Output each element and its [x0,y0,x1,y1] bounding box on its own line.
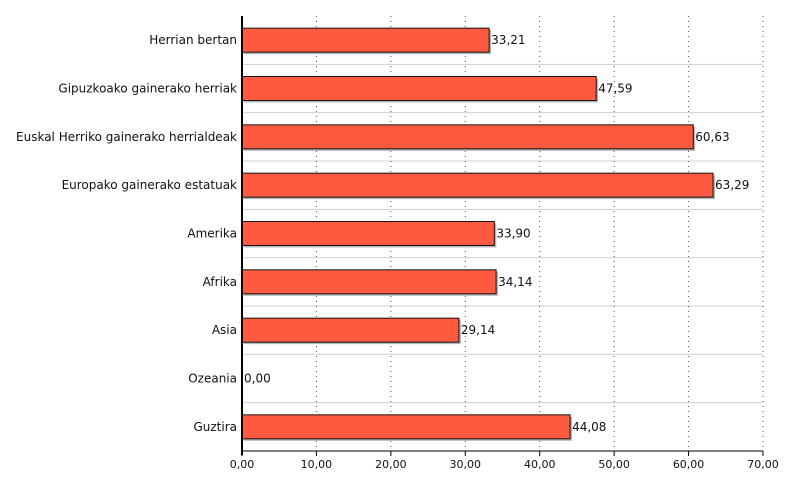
category-label: Europako gainerako estatuak [62,178,237,192]
x-tick-label: 50,00 [598,458,630,471]
category-label: Asia [212,323,237,337]
bar [241,221,495,246]
x-tick-label: 70,00 [747,458,779,471]
value-labels: 33,21 47,59 60,63 63,29 33,90 34,14 29,14 0,00 4… [244,33,749,434]
bar [241,269,497,295]
axes [241,16,763,455]
value-label: 33,90 [496,227,530,241]
row-separators [242,63,763,404]
value-label: 34,14 [498,275,532,289]
bar [241,124,694,150]
category-label: Ozeania [188,372,237,386]
bar [241,317,460,343]
x-tick-label: 30,00 [450,458,482,471]
value-label: 33,21 [491,33,525,47]
x-tick-label: 0,00 [230,458,255,471]
x-tick-label: 40,00 [524,458,556,471]
value-label: 60,63 [695,130,729,144]
category-label: Euskal Herriko gainerako herrialdeak [16,130,237,144]
bar [241,414,571,440]
value-label: 63,29 [715,178,749,192]
category-label: Afrika [203,275,237,289]
bar [241,76,597,101]
category-label: Guztira [193,420,237,434]
x-tick-label: 10,00 [301,458,333,471]
bar [241,27,490,53]
category-label: Amerika [187,227,237,241]
x-tick-label: 60,00 [673,458,705,471]
x-ticks: 0,00 10,00 20,00 30,00 40,00 50,00 60,00 70,00 [230,451,779,471]
value-label: 44,08 [572,420,606,434]
category-label: Gipuzkoako gainerako herriak [58,82,237,96]
value-label: 47,59 [598,82,632,96]
category-labels: Herrian bertan Gipuzkoako gainerako herri… [16,33,237,434]
value-label: 29,14 [461,323,495,337]
category-label: Herrian bertan [149,33,237,47]
x-tick-label: 20,00 [375,458,407,471]
value-label: 0,00 [244,372,271,386]
bars [241,27,716,441]
bar [241,172,714,198]
